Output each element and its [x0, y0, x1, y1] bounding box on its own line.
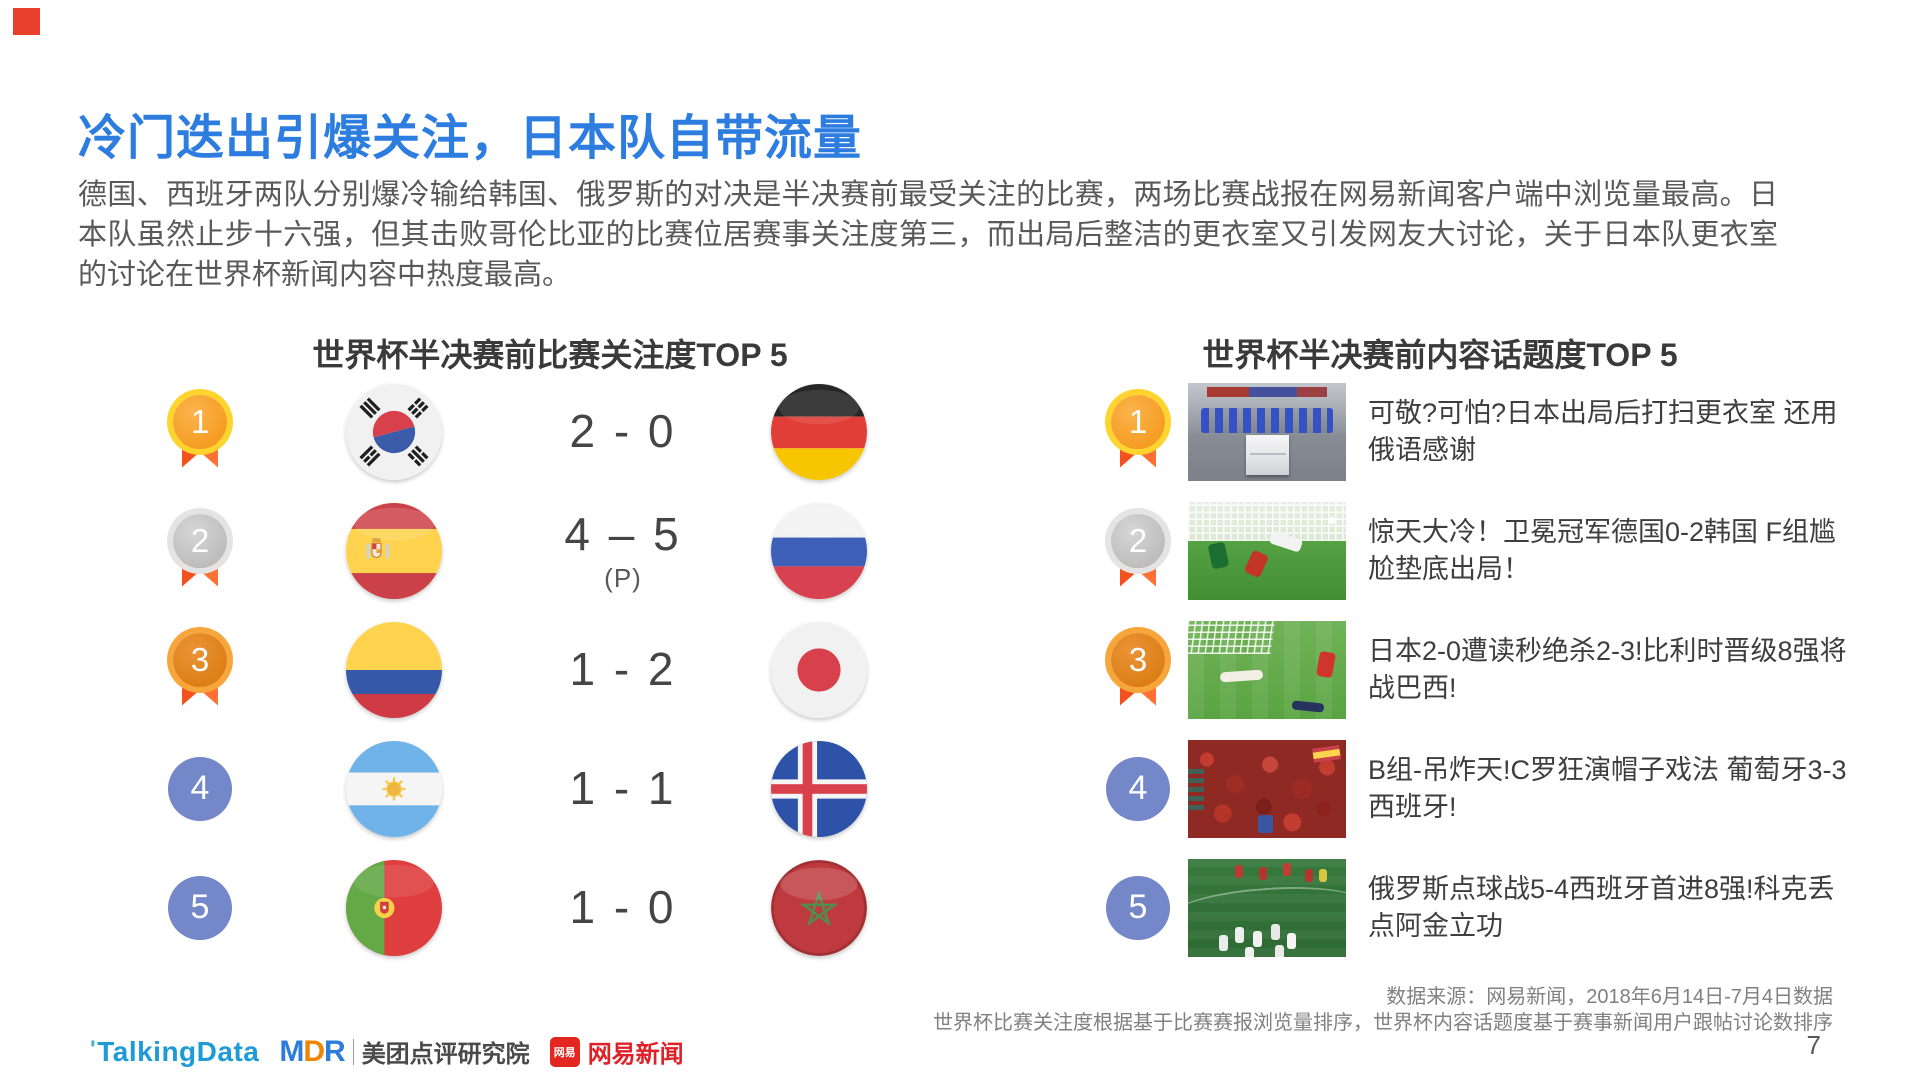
match-row-4: 4	[130, 729, 910, 848]
rank-5-badge: 5	[1106, 875, 1170, 941]
news-title: 日本2-0遭读秒绝杀2-3!比利时晋级8强将战巴西!	[1368, 635, 1847, 703]
logo-divider	[352, 1038, 354, 1065]
players-white	[1235, 926, 1245, 943]
thumbnail-russia-celebration	[1188, 858, 1346, 957]
talkingdata-tick-icon: '	[90, 1035, 97, 1063]
page-number: 7	[1806, 1030, 1821, 1060]
rank-4-badge: 4	[1106, 756, 1170, 822]
match-row-3: 3 1 - 2	[130, 610, 910, 729]
match-score: 1 - 2	[569, 642, 677, 695]
topic-row-5: 5 俄罗斯点球战5-4西班牙首进8强!科克丢点阿金立功	[1088, 848, 1848, 967]
player-navy-lying	[1291, 700, 1325, 713]
netease-logo-text: 网易新闻	[587, 1041, 684, 1068]
news-title: B组-吊炸天!C罗狂演帽子戏法 葡萄牙3-3西班牙!	[1368, 754, 1847, 822]
talkingdata-logo: 'TalkingData	[90, 1036, 259, 1068]
rank-number: 5	[168, 875, 232, 940]
players-red	[1235, 865, 1244, 879]
pitch-line	[1188, 881, 1346, 938]
rank-2-silver-medal-icon: 2	[168, 509, 232, 593]
rank-number: 1	[173, 394, 227, 449]
locker-seats	[1200, 407, 1334, 434]
flag-japan-icon	[771, 621, 867, 718]
rank-1-gold-medal-icon: 1	[168, 390, 232, 474]
spain-flag-in-crowd	[1312, 745, 1341, 763]
thumbnail-japan-belgium-goal	[1188, 620, 1346, 719]
flag-morocco-icon	[771, 859, 867, 956]
corner-accent-square	[13, 8, 40, 35]
rank-number: 2	[173, 513, 227, 568]
content-topic-list: 1 可敬?可怕?日本出局后打扫更衣室 还用俄语感谢 2	[1088, 372, 1848, 967]
rank-number: 5	[1106, 875, 1170, 940]
flag-portugal-icon	[346, 859, 442, 956]
match-row-2: 2	[130, 491, 910, 610]
news-title: 惊天大冷！卫冕冠军德国0-2韩国 F组尴尬垫底出局！	[1368, 516, 1837, 584]
rank-5-badge: 5	[168, 875, 232, 941]
topic-row-4: 4 B组-吊炸天!C罗狂演帽子戏法 葡萄牙3-3西班牙!	[1088, 729, 1848, 848]
rank-3-bronze-medal-icon: 3	[168, 628, 232, 712]
data-source-line1: 数据来源：网易新闻，2018年6月14日-7月4日数据	[1386, 986, 1833, 1008]
rank-number: 3	[173, 632, 227, 687]
talkingdata-logo-text: TalkingData	[97, 1035, 260, 1067]
match-row-5: 5 1 - 0	[130, 848, 910, 967]
match-score: 1 - 1	[569, 761, 677, 814]
soccer-ball	[1327, 517, 1335, 525]
topic-row-3: 3 日本2-0遭读秒绝杀2-3!比利时晋级8强将战巴西!	[1088, 610, 1848, 729]
rank-1-gold-medal-icon: 1	[1106, 390, 1170, 474]
flag-russia-icon	[771, 502, 867, 599]
flag-iceland-icon	[771, 740, 867, 837]
player-red	[1315, 650, 1336, 678]
locker-banner	[1206, 387, 1328, 398]
netease-badge-icon: 网易	[549, 1036, 580, 1067]
flag-spain-icon	[346, 502, 442, 599]
rank-3-bronze-medal-icon: 3	[1106, 628, 1170, 712]
news-title: 可敬?可怕?日本出局后打扫更衣室 还用俄语感谢	[1368, 397, 1838, 465]
rank-2-silver-medal-icon: 2	[1106, 509, 1170, 593]
goal-net	[1188, 620, 1275, 654]
locker-table	[1246, 435, 1290, 475]
player-green	[1207, 541, 1230, 570]
page-title: 冷门迭出引爆关注，日本队自带流量	[78, 112, 863, 166]
mdr-meituan-logo: MDR 美团点评研究院	[279, 1034, 529, 1069]
match-score: 1 - 0	[569, 880, 677, 933]
flag-germany-icon	[771, 383, 867, 480]
match-score: 4 – 5	[564, 508, 682, 560]
goal-net	[1188, 501, 1346, 541]
netease-news-logo: 网易 网易新闻	[549, 1034, 684, 1069]
thumbnail-spain-fans-crowd	[1188, 739, 1346, 838]
thumbnail-japan-locker-room	[1188, 382, 1346, 481]
mdr-org-name: 美团点评研究院	[361, 1041, 530, 1068]
summary-paragraph: 德国、西班牙两队分别爆冷输给韩国、俄罗斯的对决是半决赛前最受关注的比赛，两场比赛…	[78, 179, 1778, 291]
match-score: 2 - 0	[569, 404, 677, 457]
rank-number: 1	[1111, 394, 1165, 449]
right-panel-header: 世界杯半决赛前内容话题度TOP 5	[1202, 336, 1678, 373]
footer-logos: 'TalkingData MDR 美团点评研究院 网易 网易新闻	[90, 1034, 684, 1069]
rank-number: 4	[1106, 756, 1170, 821]
data-source-line2: 世界杯比赛关注度根据基于比赛赛报浏览量排序，世界杯内容话题度基于赛事新闻用户跟帖…	[933, 1012, 1833, 1034]
topic-row-1: 1 可敬?可怕?日本出局后打扫更衣室 还用俄语感谢	[1088, 372, 1848, 491]
match-attention-list: 1	[130, 372, 910, 967]
match-score-note: (P)	[604, 563, 642, 593]
rank-number: 2	[1111, 513, 1165, 568]
referee-yellow	[1319, 869, 1328, 883]
flag-argentina-icon	[346, 740, 442, 837]
mdr-letters: MDR	[279, 1034, 345, 1068]
flag-colombia-icon	[346, 621, 442, 718]
player-red	[1243, 549, 1270, 579]
match-row-1: 1	[130, 372, 910, 491]
thumbnail-germany-korea-goal	[1188, 501, 1346, 600]
goalkeeper-lying	[1219, 669, 1263, 683]
topic-row-2: 2 惊天大冷！卫冕冠军德国0-2韩国 F组尴尬垫底出局！	[1088, 491, 1848, 610]
rank-number: 3	[1111, 632, 1165, 687]
rank-number: 4	[168, 756, 232, 821]
news-title: 俄罗斯点球战5-4西班牙首进8强!科克丢点阿金立功	[1368, 873, 1835, 941]
stadium-seats	[1188, 768, 1204, 811]
left-panel-header: 世界杯半决赛前比赛关注度TOP 5	[312, 336, 788, 373]
flag-south-korea-icon	[346, 383, 442, 480]
blue-fan	[1257, 814, 1274, 833]
data-source-note: 数据来源：网易新闻，2018年6月14日-7月4日数据 世界杯比赛关注度根据基于…	[933, 984, 1833, 1036]
rank-4-badge: 4	[168, 756, 232, 822]
